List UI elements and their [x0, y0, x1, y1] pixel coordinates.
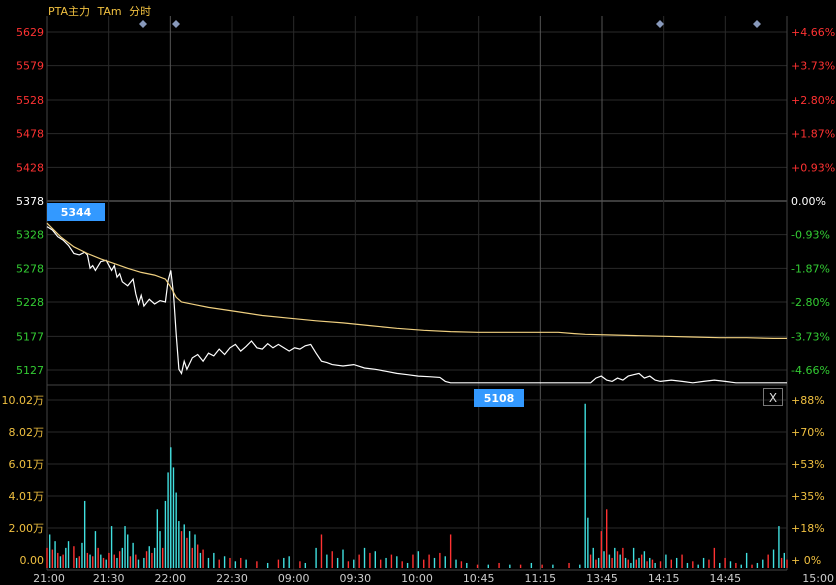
price-tick-label: 5328: [16, 229, 44, 242]
price-tick-label: 5228: [16, 296, 44, 309]
volume-percent-label: +18%: [791, 522, 825, 535]
average-line: [46, 222, 787, 339]
volume-tick-label: 4.01万: [9, 490, 45, 503]
time-tick-label: 14:15: [648, 572, 680, 585]
percent-tick-label: +0.93%: [791, 161, 835, 174]
price-tick-label: 5278: [16, 262, 44, 275]
price-tag-bottom-bg: [474, 389, 524, 407]
percent-tick-label: -4.66%: [791, 364, 830, 377]
price-tick-label: 5629: [16, 26, 44, 39]
time-tick-label: 21:30: [93, 572, 125, 585]
close-button[interactable]: X: [763, 388, 783, 406]
volume-tick-label: 0.00: [20, 554, 45, 567]
price-line: [46, 226, 787, 384]
price-tag-left: 5344: [61, 206, 92, 219]
percent-tick-label: -1.87%: [791, 262, 830, 275]
chart-title: PTA主力 TAm 分时: [48, 3, 155, 19]
volume-percent-label: +35%: [791, 490, 825, 503]
price-tag-left-bg: [47, 203, 105, 221]
percent-tick-label: +4.66%: [791, 26, 835, 39]
time-tick-label: 09:30: [339, 572, 371, 585]
time-tick-label: 11:15: [524, 572, 556, 585]
time-tick-label: 22:30: [216, 572, 248, 585]
volume-tick-label: 10.02万: [2, 394, 45, 407]
time-tick-label: 14:45: [709, 572, 741, 585]
volume-percent-label: +88%: [791, 394, 825, 407]
volume-percent-label: +70%: [791, 426, 825, 439]
price-tick-label: 5478: [16, 128, 44, 141]
percent-tick-label: -0.93%: [791, 229, 830, 242]
price-tick-label: 5177: [16, 330, 44, 343]
event-marker-icon: [753, 20, 761, 28]
time-tick-label: 10:45: [463, 572, 495, 585]
period-label: 分时: [129, 5, 152, 18]
price-tag-bottom: 5108: [484, 392, 515, 405]
time-tick-label: 10:00: [401, 572, 433, 585]
percent-tick-label: -3.73%: [791, 330, 830, 343]
time-tick-label: 09:00: [278, 572, 310, 585]
volume-tick-label: 8.02万: [9, 426, 45, 439]
volume-percent-label: +53%: [791, 458, 825, 471]
percent-tick-label: +2.80%: [791, 94, 835, 107]
volume-percent-label: + 0%: [791, 554, 821, 567]
price-tick-label: 5528: [16, 94, 44, 107]
percent-tick-label: -2.80%: [791, 296, 830, 309]
percent-tick-label: 0.00%: [791, 195, 826, 208]
symbol-label: PTA主力: [48, 5, 91, 18]
percent-tick-label: +3.73%: [791, 60, 835, 73]
price-tick-label: 5127: [16, 364, 44, 377]
percent-tick-label: +1.87%: [791, 128, 835, 141]
event-marker-icon: [172, 20, 180, 28]
price-tick-label: 5428: [16, 161, 44, 174]
volume-tick-label: 6.01万: [9, 458, 45, 471]
time-tick-label: 21:00: [33, 572, 65, 585]
time-tick-label: 22:00: [154, 572, 186, 585]
event-marker-icon: [656, 20, 664, 28]
event-marker-icon: [139, 20, 147, 28]
time-tick-label: 15:00: [802, 572, 834, 585]
price-tick-label: 5579: [16, 60, 44, 73]
time-tick-label: 13:45: [586, 572, 618, 585]
price-tick-label: 5378: [16, 195, 44, 208]
indicator-label: TAm: [97, 5, 122, 18]
volume-tick-label: 2.00万: [9, 522, 45, 535]
